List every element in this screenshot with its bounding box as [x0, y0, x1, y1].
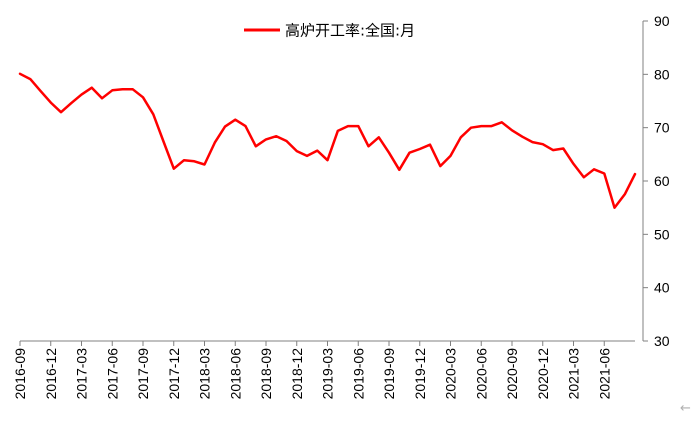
y-tick-label: 60	[654, 173, 670, 189]
x-tick-label: 2016-09	[12, 348, 28, 400]
arrow-left-icon[interactable]: ←	[680, 401, 691, 416]
x-tick-label: 2017-06	[104, 348, 120, 400]
legend: 高炉开工率:全国:月	[244, 22, 415, 40]
legend-label: 高炉开工率:全国:月	[285, 22, 415, 40]
y-tick-label: 90	[654, 13, 670, 29]
x-tick-label: 2017-03	[74, 348, 90, 400]
x-tick-label: 2016-12	[43, 348, 59, 400]
x-tick-label: 2019-06	[350, 348, 366, 400]
y-tick-label: 50	[654, 226, 670, 242]
x-tick-label: 2018-06	[227, 348, 243, 400]
x-tick-label: 2021-03	[566, 348, 582, 400]
x-tick-label: 2020-06	[473, 348, 489, 400]
x-tick-label: 2019-03	[320, 348, 336, 400]
series-layer	[18, 72, 637, 209]
x-tick-label: 2019-12	[412, 348, 428, 400]
x-tick-label: 2018-09	[258, 348, 274, 400]
x-tick-label: 2017-09	[135, 348, 151, 400]
x-tick-label: 2020-09	[504, 348, 520, 400]
y-tick-label: 40	[654, 280, 670, 296]
y-tick-label: 80	[654, 66, 670, 82]
x-tick-label: 2017-12	[166, 348, 182, 400]
x-tick-label: 2020-03	[443, 348, 459, 400]
x-tick-label: 2019-09	[381, 348, 397, 400]
x-tick-label: 2018-12	[289, 348, 305, 400]
x-tick-label: 2021-06	[596, 348, 612, 400]
series-line	[18, 72, 637, 209]
x-tick-label: 2020-12	[535, 348, 551, 400]
axes: 30 40 50 60 70 80 90 2016-09 2016-12 2017-03 2017-…	[12, 13, 670, 399]
y-tick-label: 30	[654, 333, 670, 349]
x-tick-label: 2018-03	[197, 348, 213, 400]
y-tick-label: 70	[654, 120, 670, 136]
